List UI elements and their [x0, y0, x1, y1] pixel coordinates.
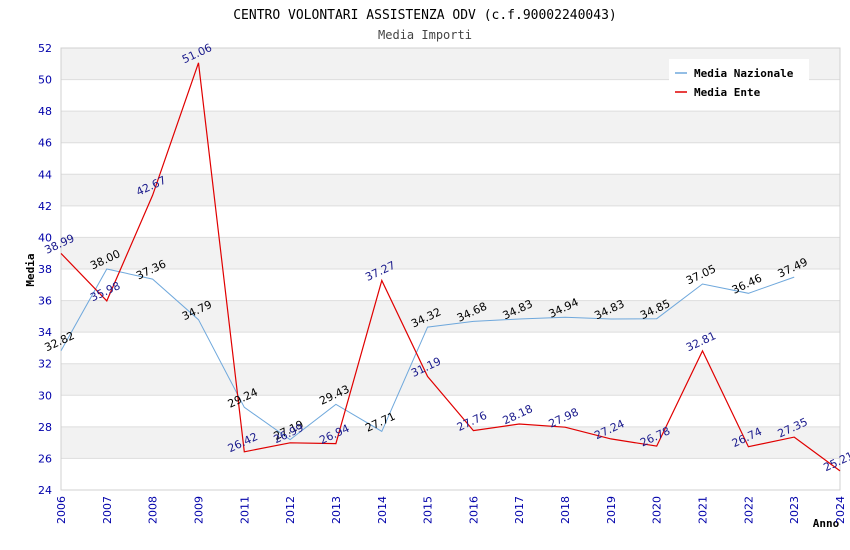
y-tick-label: 38 — [38, 263, 52, 276]
data-label: 32.81 — [684, 329, 718, 354]
grid-band — [61, 426, 840, 459]
x-tick-label: 2022 — [742, 496, 755, 524]
series-lines — [60, 62, 841, 472]
legend-label: Media Ente — [694, 86, 761, 99]
series-line-media-ente — [60, 62, 841, 472]
x-tick-label: 2018 — [559, 496, 572, 524]
x-tick-label: 2009 — [192, 496, 205, 524]
x-tick-label: 2016 — [467, 496, 480, 524]
y-tick-label: 44 — [38, 168, 52, 181]
y-tick-label: 46 — [38, 137, 52, 150]
x-tick-label: 2006 — [55, 496, 68, 524]
x-tick-label: 2012 — [284, 496, 297, 524]
x-tick-label: 2024 — [834, 496, 847, 524]
chart-title: CENTRO VOLONTARI ASSISTENZA ODV (c.f.900… — [233, 8, 617, 23]
legend: Media Nazionale Media Ente — [669, 59, 809, 101]
x-tick-label: 2019 — [605, 496, 618, 524]
y-tick-label: 50 — [38, 74, 52, 87]
x-tick-label: 2023 — [788, 496, 801, 524]
x-tick-label: 2021 — [697, 496, 710, 524]
x-tick-label: 2008 — [147, 496, 160, 524]
x-tick-label: 2011 — [238, 496, 251, 524]
y-tick-label: 28 — [38, 421, 52, 434]
grid-band — [61, 237, 840, 269]
grid-lines — [60, 47, 841, 491]
grid-band — [61, 300, 840, 333]
x-tick-label: 2017 — [513, 496, 526, 524]
x-tick-labels: 2006 2007 2008 2009 2011 2012 2013 2014 2015 2016… — [55, 496, 847, 524]
y-axis-label: Media — [24, 253, 37, 286]
grid-bands — [61, 48, 840, 459]
plot-frame — [60, 47, 841, 491]
x-tick-label: 2007 — [101, 496, 114, 524]
x-tick-label: 2014 — [376, 496, 389, 524]
y-tick-label: 48 — [38, 105, 52, 118]
y-tick-label: 52 — [38, 42, 52, 55]
y-tick-labels: 24 26 28 30 32 34 36 38 40 42 44 46 48 50 52 — [38, 42, 52, 497]
y-tick-label: 24 — [38, 484, 52, 497]
x-tick-label: 2013 — [330, 496, 343, 524]
y-tick-label: 32 — [38, 358, 52, 371]
y-tick-label: 40 — [38, 231, 52, 244]
grid-band — [61, 111, 840, 143]
x-tick-label: 2020 — [651, 496, 664, 524]
y-tick-label: 26 — [38, 452, 52, 465]
chart-subtitle: Media Importi — [378, 28, 472, 42]
y-tick-label: 36 — [38, 295, 52, 308]
legend-label: Media Nazionale — [694, 67, 794, 80]
x-tick-label: 2015 — [422, 496, 435, 524]
x-axis-label: Anno — [813, 517, 840, 530]
grid-band — [61, 363, 840, 396]
series-line-media-nazionale — [60, 268, 795, 441]
grid-band — [61, 174, 840, 206]
y-tick-label: 34 — [38, 326, 52, 339]
y-tick-label: 42 — [38, 200, 52, 213]
legend-box — [669, 59, 809, 101]
y-tick-label: 30 — [38, 389, 52, 402]
